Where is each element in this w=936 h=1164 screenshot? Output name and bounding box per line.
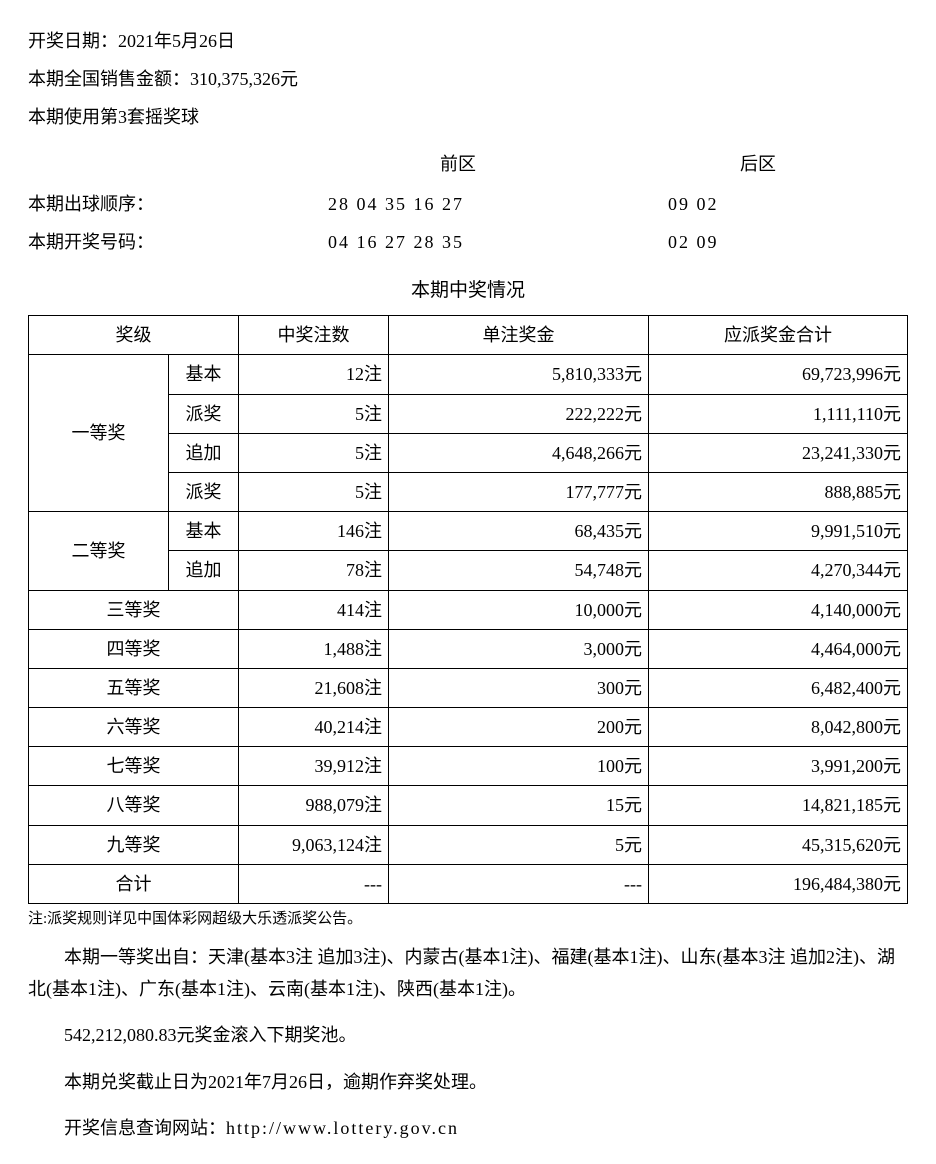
cell-total: 9,991,510元 (649, 512, 908, 551)
th-count: 中奖注数 (239, 316, 389, 355)
cell-per: 68,435元 (389, 512, 649, 551)
cell-sub: 追加 (169, 551, 239, 590)
cell-per: 15元 (389, 786, 649, 825)
front-area-label: 前区 (308, 147, 608, 181)
cell-per: 5元 (389, 825, 649, 864)
cell-total: 4,140,000元 (649, 590, 908, 629)
table-row: 五等奖 21,608注 300元 6,482,400元 (29, 668, 908, 707)
cell-total: 45,315,620元 (649, 825, 908, 864)
sales-line: 本期全国销售金额：310,375,326元 (28, 62, 908, 96)
cell-level: 合计 (29, 864, 239, 903)
table-row: 七等奖 39,912注 100元 3,991,200元 (29, 747, 908, 786)
cell-count: 414注 (239, 590, 389, 629)
cell-total: 1,111,110元 (649, 394, 908, 433)
table-row: 六等奖 40,214注 200元 8,042,800元 (29, 708, 908, 747)
second-prize-label: 二等奖 (29, 512, 169, 590)
cell-per: 222,222元 (389, 394, 649, 433)
cell-level: 七等奖 (29, 747, 239, 786)
draw-order-front: 28 04 35 16 27 (308, 187, 608, 221)
prize-table: 奖级 中奖注数 单注奖金 应派奖金合计 一等奖 基本 12注 5,810,333… (28, 315, 908, 904)
draw-order-back: 09 02 (608, 187, 908, 221)
table-row: 三等奖 414注 10,000元 4,140,000元 (29, 590, 908, 629)
rollover-line: 542,212,080.83元奖金滚入下期奖池。 (28, 1019, 908, 1051)
cell-total: 196,484,380元 (649, 864, 908, 903)
cell-total: 23,241,330元 (649, 433, 908, 472)
cell-per: --- (389, 864, 649, 903)
ball-set-line: 本期使用第3套摇奖球 (28, 100, 908, 134)
cell-sub: 派奖 (169, 394, 239, 433)
cell-count: --- (239, 864, 389, 903)
sales-amount: 310,375,326元 (190, 69, 298, 89)
first-prize-label: 一等奖 (29, 355, 169, 512)
cell-level: 三等奖 (29, 590, 239, 629)
cell-per: 300元 (389, 668, 649, 707)
table-sum-row: 合计 --- --- 196,484,380元 (29, 864, 908, 903)
cell-per: 100元 (389, 747, 649, 786)
cell-count: 39,912注 (239, 747, 389, 786)
cell-count: 21,608注 (239, 668, 389, 707)
cell-level: 六等奖 (29, 708, 239, 747)
cell-sub: 基本 (169, 355, 239, 394)
th-per: 单注奖金 (389, 316, 649, 355)
cell-level: 八等奖 (29, 786, 239, 825)
cell-level: 五等奖 (29, 668, 239, 707)
draw-date-label: 开奖日期： (28, 31, 118, 51)
cell-total: 888,885元 (649, 472, 908, 511)
cell-sub: 基本 (169, 512, 239, 551)
table-row: 四等奖 1,488注 3,000元 4,464,000元 (29, 629, 908, 668)
draw-order-label: 本期出球顺序： (28, 187, 308, 221)
cell-count: 12注 (239, 355, 389, 394)
prize-section-title: 本期中奖情况 (28, 273, 908, 309)
cell-total: 69,723,996元 (649, 355, 908, 394)
winning-front: 04 16 27 28 35 (308, 225, 608, 259)
cell-count: 146注 (239, 512, 389, 551)
th-level: 奖级 (29, 316, 239, 355)
cell-per: 3,000元 (389, 629, 649, 668)
website-url: http://www.lottery.gov.cn (226, 1118, 459, 1138)
draw-date-line: 开奖日期：2021年5月26日 (28, 24, 908, 58)
cell-total: 4,270,344元 (649, 551, 908, 590)
cell-total: 6,482,400元 (649, 668, 908, 707)
cell-per: 10,000元 (389, 590, 649, 629)
cell-per: 54,748元 (389, 551, 649, 590)
table-header-row: 奖级 中奖注数 单注奖金 应派奖金合计 (29, 316, 908, 355)
cell-per: 4,648,266元 (389, 433, 649, 472)
table-row: 一等奖 基本 12注 5,810,333元 69,723,996元 (29, 355, 908, 394)
cell-total: 14,821,185元 (649, 786, 908, 825)
sales-label: 本期全国销售金额： (28, 69, 190, 89)
cell-per: 200元 (389, 708, 649, 747)
cell-per: 5,810,333元 (389, 355, 649, 394)
cell-count: 1,488注 (239, 629, 389, 668)
footnote: 注:派奖规则详见中国体彩网超级大乐透派奖公告。 (28, 908, 908, 931)
table-row: 二等奖 基本 146注 68,435元 9,991,510元 (29, 512, 908, 551)
cell-total: 8,042,800元 (649, 708, 908, 747)
cell-count: 40,214注 (239, 708, 389, 747)
table-row: 八等奖 988,079注 15元 14,821,185元 (29, 786, 908, 825)
website-line: 开奖信息查询网站：http://www.lottery.gov.cn (28, 1112, 908, 1144)
cell-count: 9,063,124注 (239, 825, 389, 864)
cell-level: 九等奖 (29, 825, 239, 864)
website-label: 开奖信息查询网站： (64, 1118, 226, 1138)
winning-label: 本期开奖号码： (28, 225, 308, 259)
cell-per: 177,777元 (389, 472, 649, 511)
cell-count: 5注 (239, 472, 389, 511)
cell-count: 988,079注 (239, 786, 389, 825)
numbers-section: 前区 后区 本期出球顺序： 28 04 35 16 27 09 02 本期开奖号… (28, 147, 908, 260)
table-row: 九等奖 9,063,124注 5元 45,315,620元 (29, 825, 908, 864)
cell-level: 四等奖 (29, 629, 239, 668)
deadline-line: 本期兑奖截止日为2021年7月26日，逾期作弃奖处理。 (28, 1066, 908, 1098)
winning-back: 02 09 (608, 225, 908, 259)
cell-sub: 追加 (169, 433, 239, 472)
cell-sub: 派奖 (169, 472, 239, 511)
cell-count: 78注 (239, 551, 389, 590)
cell-total: 3,991,200元 (649, 747, 908, 786)
cell-count: 5注 (239, 394, 389, 433)
cell-count: 5注 (239, 433, 389, 472)
winners-paragraph: 本期一等奖出自：天津(基本3注 追加3注)、内蒙古(基本1注)、福建(基本1注)… (28, 941, 908, 1006)
cell-total: 4,464,000元 (649, 629, 908, 668)
draw-date: 2021年5月26日 (118, 31, 235, 51)
th-total: 应派奖金合计 (649, 316, 908, 355)
back-area-label: 后区 (608, 147, 908, 181)
